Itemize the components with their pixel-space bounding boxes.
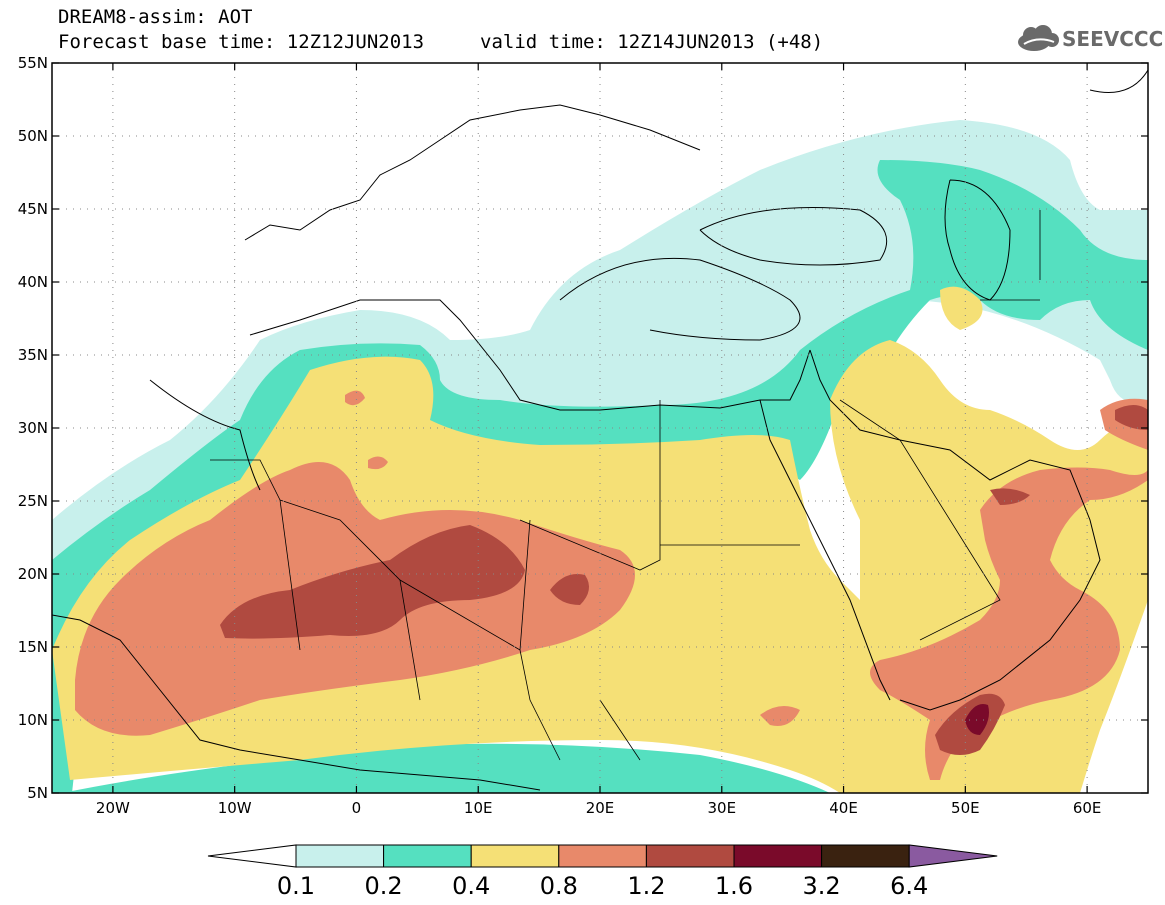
- x-tick-label: 60E: [1073, 799, 1102, 817]
- colorbar-box: [558, 844, 647, 868]
- x-tick-label: 20W: [96, 799, 130, 817]
- title-line-2: Forecast base time: 12Z12JUN2013: [58, 31, 425, 53]
- x-tick-label: 50E: [951, 799, 980, 817]
- gridlines: [52, 63, 1148, 793]
- y-tick-label: 15N: [18, 638, 48, 656]
- colorbar-box: [645, 844, 735, 868]
- y-tick-label: 55N: [18, 54, 48, 72]
- x-tick-label: 30E: [707, 799, 736, 817]
- seevccc-logo: [1018, 25, 1059, 51]
- y-tick-label: 10N: [18, 711, 48, 729]
- colorbar-level-label: 0.1: [277, 872, 315, 900]
- cloud-icon: [1018, 25, 1059, 51]
- x-tick-label: 20E: [586, 799, 615, 817]
- colorbar-box: [295, 844, 385, 868]
- colorbar-level-label: 3.2: [803, 872, 841, 900]
- coastlines: [52, 69, 1148, 791]
- y-tick-label: 50N: [18, 127, 48, 145]
- colorbar-level-label: 0.8: [540, 872, 578, 900]
- country-borders: [210, 210, 1041, 761]
- aot-field: [52, 63, 1148, 793]
- y-tick-label: 40N: [18, 273, 48, 291]
- valid-time: valid time: 12Z14JUN2013 (+48): [480, 31, 824, 53]
- colorbar-under-triangle: [207, 844, 297, 868]
- x-tick-label: 40E: [829, 799, 858, 817]
- y-tick-label: 35N: [18, 346, 48, 364]
- title-line-1: DREAM8-assim: AOT: [58, 6, 253, 28]
- colorbar-box: [383, 844, 472, 868]
- x-tick-label: 0: [352, 799, 362, 817]
- tick-labels: 20W 10W 0 10E 20E 30E 40E 50E 60E 55N 50N 45N 40N 35N…: [18, 54, 1102, 817]
- colorbar-over-triangle: [908, 844, 998, 868]
- y-tick-label: 45N: [18, 200, 48, 218]
- colorbar-level-label: 0.4: [452, 872, 490, 900]
- tick-marks: [52, 62, 1148, 794]
- x-tick-label: 10W: [218, 799, 252, 817]
- colorbar-level-label: 6.4: [890, 872, 928, 900]
- colorbar-box: [821, 844, 910, 868]
- y-tick-label: 5N: [27, 784, 48, 802]
- y-tick-label: 20N: [18, 565, 48, 583]
- colorbar-level-label: 1.2: [627, 872, 665, 900]
- colorbar-level-label: 1.6: [715, 872, 753, 900]
- x-tick-label: 10E: [464, 799, 493, 817]
- colorbar-box: [470, 844, 560, 868]
- colorbar-box: [733, 844, 823, 868]
- y-tick-label: 30N: [18, 419, 48, 437]
- logo-text: SEEVCCC: [1062, 27, 1164, 51]
- colorbar-level-label: 0.2: [365, 872, 403, 900]
- y-tick-label: 25N: [18, 492, 48, 510]
